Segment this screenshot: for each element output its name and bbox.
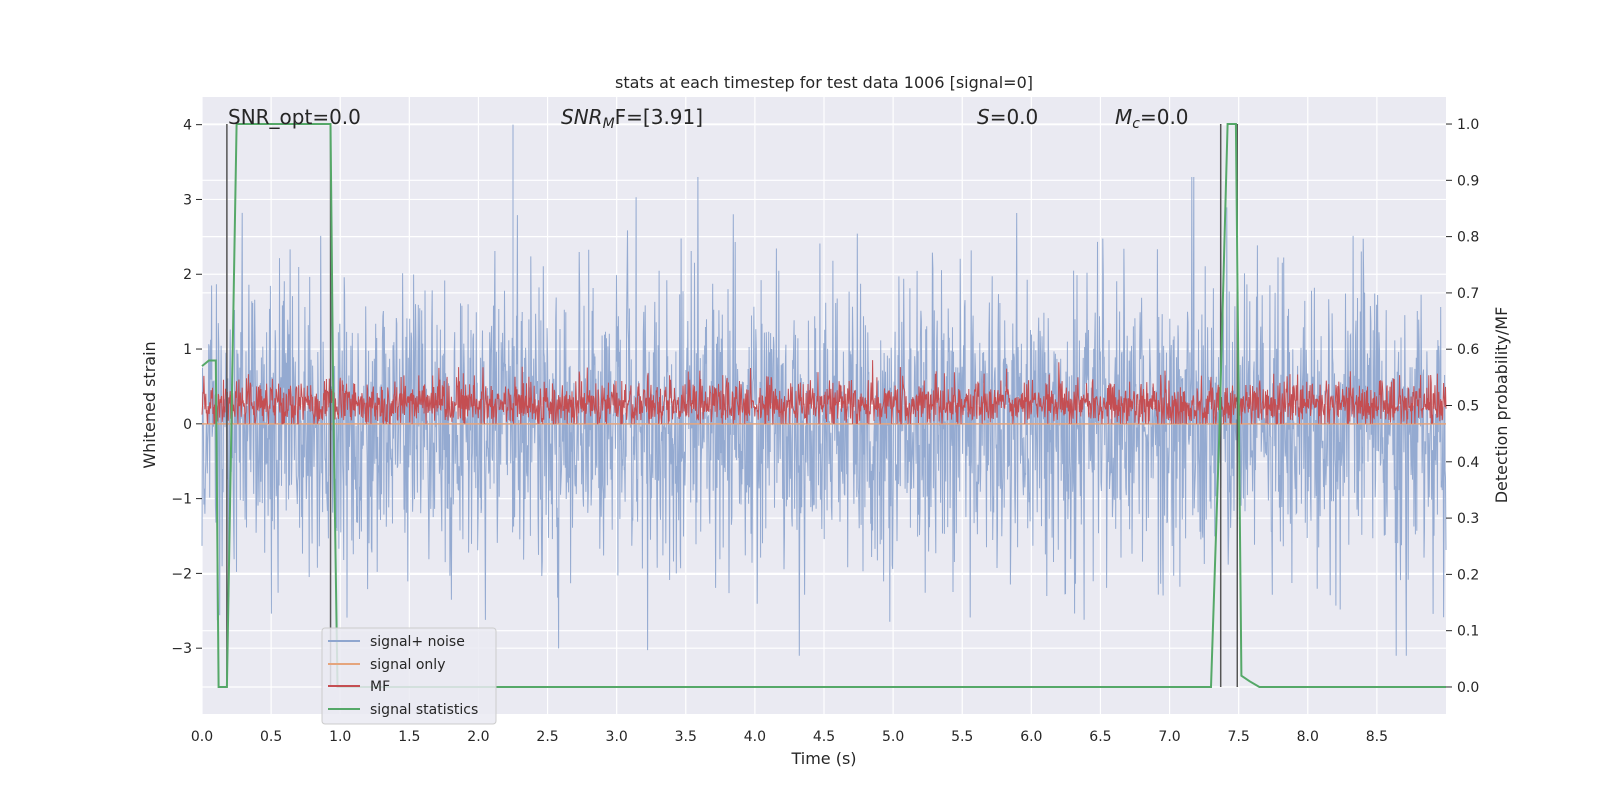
y-tick-label-right-4: 0.4	[1457, 455, 1479, 471]
chart-title: stats at each timestep for test data 100…	[615, 73, 1033, 92]
legend-label-signal-statistics: signal statistics	[370, 702, 478, 718]
x-tick-label-3: 1.5	[398, 729, 420, 745]
y-tick-label-right-2: 0.2	[1457, 567, 1479, 583]
legend-box	[321, 627, 497, 725]
x-tick-label-9: 4.5	[813, 729, 835, 745]
y-tick-label-right-10: 1.0	[1457, 117, 1479, 133]
x-tick-label-17: 8.5	[1366, 729, 1388, 745]
y-tick-label-left-7: 4	[183, 118, 192, 134]
y-tick-label-left-3: 0	[183, 417, 192, 433]
x-tick-label-4: 2.0	[467, 729, 489, 745]
annotation-mc: Mc=0.0	[1115, 105, 1189, 132]
y-tick-label-right-5: 0.5	[1457, 399, 1479, 415]
x-tick-label-12: 6.0	[1020, 729, 1042, 745]
x-ticks: 0.0 0.5 1.0 1.5 2.0 2.5 3.0 3.5 4.0 4.5 5.0 5.5 6.0 6…	[191, 729, 1388, 745]
x-axis-label: Time (s)	[790, 749, 856, 768]
x-tick-label-13: 6.5	[1089, 729, 1111, 745]
x-tick-label-11: 5.5	[951, 729, 973, 745]
legend-label-mf: MF	[370, 679, 390, 695]
y-tick-label-left-0: −3	[171, 641, 192, 657]
y-tick-label-right-0: 0.0	[1457, 680, 1479, 696]
y-tick-label-right-9: 0.9	[1457, 173, 1479, 189]
x-tick-label-7: 3.5	[675, 729, 697, 745]
legend-label-signal-only: signal only	[370, 657, 445, 673]
y-axis-label-right: Detection probability/MF	[1492, 307, 1511, 504]
y-tick-label-right-8: 0.8	[1457, 230, 1479, 246]
y-tick-label-right-7: 0.7	[1457, 286, 1479, 302]
y-axis-label-left: Whitened strain	[140, 341, 159, 468]
legend: signal+ noise signal only MF signal stat…	[321, 627, 497, 725]
x-tick-label-14: 7.0	[1158, 729, 1180, 745]
y-tick-label-left-1: −2	[171, 566, 192, 582]
y-tick-label-left-4: 1	[183, 342, 192, 358]
annotation-s: S=0.0	[977, 105, 1038, 129]
x-tick-label-8: 4.0	[744, 729, 766, 745]
x-tick-label-16: 8.0	[1297, 729, 1319, 745]
x-tick-label-6: 3.0	[606, 729, 628, 745]
x-tick-label-0: 0.0	[191, 729, 213, 745]
y-tick-label-right-1: 0.1	[1457, 624, 1479, 640]
y-tick-label-left-5: 2	[183, 267, 192, 283]
annotation-snr-opt: SNR_opt=0.0	[228, 105, 361, 129]
y-tick-label-left-2: −1	[171, 492, 192, 508]
x-tick-label-10: 5.0	[882, 729, 904, 745]
annotation-snr-mf: SNRMF=[3.91]	[561, 105, 703, 132]
y-ticks-right: 0.0 0.1 0.2 0.3 0.4 0.5 0.6 0.7 0.8 0.9 1.0	[1446, 117, 1479, 696]
x-tick-label-2: 1.0	[329, 729, 351, 745]
y-tick-label-right-3: 0.3	[1457, 511, 1479, 527]
x-tick-label-5: 2.5	[536, 729, 558, 745]
y-ticks-left: −3 −2 −1 0 1 2 3 4	[171, 118, 202, 657]
x-tick-label-15: 7.5	[1228, 729, 1250, 745]
y-tick-label-right-6: 0.6	[1457, 342, 1479, 358]
y-tick-label-left-6: 3	[183, 192, 192, 208]
x-tick-label-1: 0.5	[260, 729, 282, 745]
legend-label-signal-noise: signal+ noise	[370, 634, 465, 650]
